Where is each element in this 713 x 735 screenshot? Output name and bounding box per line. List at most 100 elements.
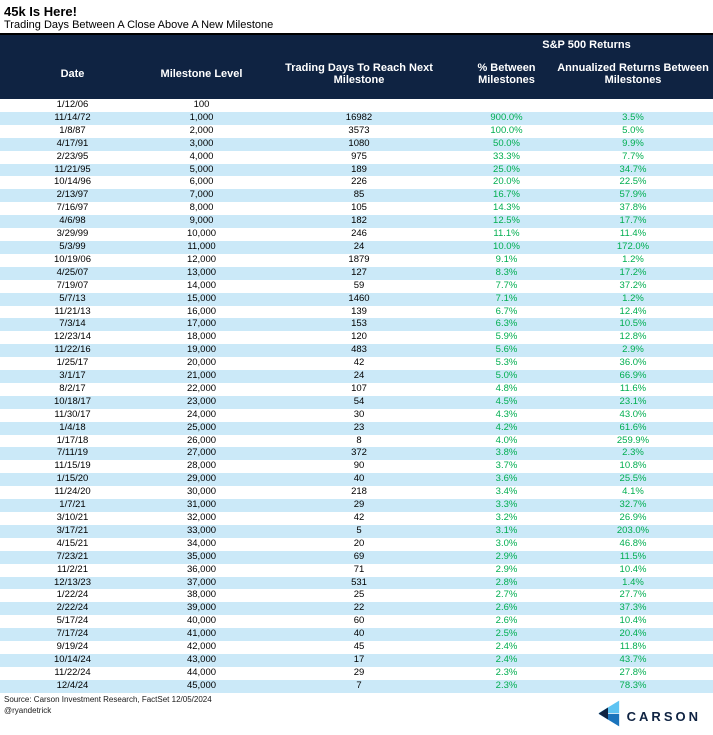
group-header-spacer	[0, 35, 460, 52]
table-cell: 900.0%	[490, 111, 523, 123]
table-cell: 4.1%	[622, 486, 644, 498]
table-row: 7/23/21 35,000 69 2.9% 11.5%	[0, 550, 713, 564]
table-cell: 2.6%	[495, 602, 518, 614]
table-cell: 14.3%	[493, 202, 520, 214]
table-cell: 4/15/21	[56, 537, 89, 549]
table-body: 1/12/06 100 11/14/72 1,000 16982 900.0% 3.5% 1/…	[0, 99, 713, 693]
table-cell: 246	[351, 228, 367, 240]
table-cell: 35,000	[186, 550, 217, 562]
table-row: 4/25/07 13,000 127 8.3% 17.2%	[0, 266, 713, 280]
table-cell: 17.2%	[619, 266, 647, 278]
table-row: 7/11/19 27,000 372 3.8% 2.3%	[0, 447, 713, 461]
table-cell: 90	[353, 460, 365, 472]
table-cell: 5/17/24	[56, 615, 89, 627]
table-cell: 20.4%	[619, 628, 647, 640]
table-cell: 44,000	[186, 666, 217, 678]
table-cell: 7.7%	[495, 279, 518, 291]
table-cell: 11/30/17	[54, 408, 91, 420]
table-row: 11/2/21 36,000 71 2.9% 10.4%	[0, 564, 713, 577]
table-cell: 2.9%	[622, 344, 644, 356]
table-cell: 33,000	[186, 524, 217, 536]
table-cell: 203.0%	[616, 524, 650, 536]
page-subtitle: Trading Days Between A Close Above A New…	[4, 19, 274, 31]
table-cell: 5/7/13	[59, 292, 86, 304]
table-cell: 3/10/21	[56, 512, 89, 523]
table-cell: 12,000	[186, 253, 217, 265]
table-cell: 5/3/99	[59, 240, 86, 252]
table-cell: 531	[351, 576, 367, 588]
table-cell: 40	[353, 473, 365, 485]
table-cell: 37.3%	[619, 602, 647, 614]
table-cell: 1/15/20	[56, 473, 89, 485]
table-cell: 2.3%	[495, 666, 518, 678]
table-cell: 22,000	[186, 382, 217, 394]
table-cell: 3.3%	[495, 499, 518, 511]
table-cell: 3/1/17	[59, 370, 86, 382]
carson-arrow-icon	[596, 700, 620, 732]
table-cell: 27.8%	[619, 666, 647, 678]
table-cell: 11.6%	[619, 382, 647, 394]
table-cell: 12.5%	[493, 215, 520, 227]
table-cell: 1/8/87	[59, 124, 86, 136]
table-cell: 54	[353, 395, 365, 407]
table-cell: 2.6%	[495, 615, 518, 627]
table-cell: 24	[353, 240, 365, 252]
table-cell: 10/14/24	[54, 653, 91, 665]
table-cell: 16982	[345, 111, 373, 123]
table-cell: 29	[353, 499, 365, 511]
table-row: 1/12/06 100	[0, 99, 713, 112]
table-cell: 57.9%	[619, 189, 647, 201]
table-cell: 11.5%	[619, 550, 647, 562]
table-cell: 10.4%	[619, 615, 647, 627]
table-cell: 17	[353, 653, 365, 665]
table-cell: 3/29/99	[56, 228, 89, 240]
table-row: 11/21/13 16,000 139 6.7% 12.4%	[0, 306, 713, 319]
table-cell: 25,000	[186, 421, 217, 433]
table-cell: 85	[353, 189, 365, 201]
table-row: 1/22/24 38,000 25 2.7% 27.7%	[0, 589, 713, 602]
table-cell: 7.1%	[495, 292, 518, 304]
table-cell: 16,000	[186, 305, 217, 317]
table-row: 4/6/98 9,000 182 12.5% 17.7%	[0, 215, 713, 229]
title-divider	[0, 33, 713, 35]
table-cell: 2.8%	[495, 576, 518, 588]
table-cell: 3.2%	[495, 512, 518, 523]
table-cell: 11/2/21	[57, 563, 88, 575]
table-cell: 66.9%	[619, 370, 647, 382]
table-row: 3/10/21 32,000 42 3.2% 26.9%	[0, 512, 713, 525]
table-row: 5/17/24 40,000 60 2.6% 10.4%	[0, 615, 713, 628]
table-cell: 26,000	[186, 434, 217, 446]
table-row: 7/3/14 17,000 153 6.3% 10.5%	[0, 318, 713, 332]
table-cell	[258, 99, 460, 112]
table-cell: 11/15/19	[54, 460, 91, 472]
table-row: 1/15/20 29,000 40 3.6% 25.5%	[0, 473, 713, 487]
table-cell: 7	[356, 679, 362, 691]
table-row: 7/16/97 8,000 105 14.3% 37.8%	[0, 202, 713, 215]
table-row: 12/23/14 18,000 120 5.9% 12.8%	[0, 331, 713, 344]
table-cell: 3573	[348, 124, 370, 136]
table-cell: 11.8%	[619, 641, 647, 653]
page-title: 45k Is Here!	[4, 4, 77, 19]
table-cell: 6,000	[189, 176, 214, 188]
table-cell: 12/13/23	[54, 576, 91, 588]
table-cell: 7/3/14	[59, 318, 86, 330]
table-cell: 9/19/24	[56, 641, 89, 653]
column-header-milestone-level: Milestone Level	[145, 52, 258, 99]
table-cell: 1.2%	[622, 292, 644, 304]
table-cell: 43.0%	[619, 408, 647, 420]
table-cell: 2/22/24	[56, 602, 89, 614]
table-cell: 27.7%	[619, 589, 647, 601]
table-cell: 20.0%	[493, 176, 520, 188]
table-cell: 41,000	[186, 628, 217, 640]
table-row: 11/21/95 5,000 189 25.0% 34.7%	[0, 163, 713, 177]
table-row: 10/18/17 23,000 54 4.5% 23.1%	[0, 395, 713, 409]
table-cell: 3.8%	[495, 447, 518, 459]
table-row: 1/25/17 20,000 42 5.3% 36.0%	[0, 357, 713, 370]
table-cell: 43.7%	[619, 653, 647, 665]
table-cell: 8/2/17	[59, 382, 86, 394]
table-cell: 23,000	[186, 395, 217, 407]
table-cell: 4.3%	[495, 408, 518, 420]
table-row: 8/2/17 22,000 107 4.8% 11.6%	[0, 383, 713, 396]
table-cell: 100.0%	[490, 124, 523, 136]
table-row: 1/7/21 31,000 29 3.3% 32.7%	[0, 499, 713, 512]
